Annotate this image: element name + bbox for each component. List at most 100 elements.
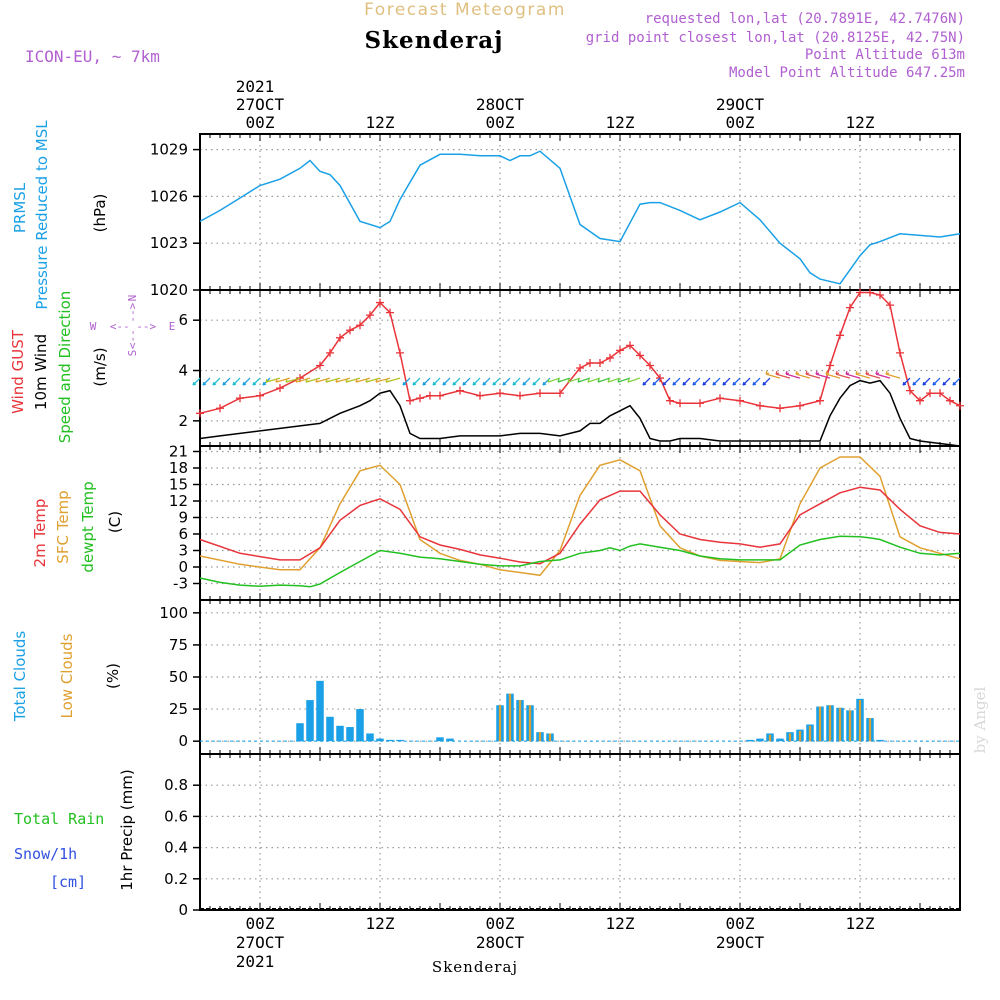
wind-arrow (742, 377, 751, 386)
compass-s: S (126, 350, 139, 357)
gust-marker (946, 396, 954, 405)
point-altitude: Point Altitude 613m (805, 47, 965, 63)
total-cloud-bar (296, 723, 304, 742)
wind-arrow (462, 377, 471, 386)
compass-n: N (126, 295, 139, 302)
ytick-label-temp: 15 (169, 476, 188, 494)
ytick-label-clouds: 0 (178, 732, 188, 750)
ytick-label-precip: 0.6 (164, 807, 188, 825)
prmsl-line (199, 150, 961, 285)
top-date-label: 27OCT (236, 95, 285, 114)
wind-arrow-head (462, 381, 467, 386)
wind-arrow (752, 377, 761, 386)
wind-arrow-head (672, 381, 677, 386)
wind-arrow (805, 373, 821, 379)
wind-arrow (865, 373, 881, 379)
low-cloud-bar (818, 706, 822, 742)
gust-marker (896, 348, 904, 357)
wind-arrow-head (762, 381, 767, 386)
wind-arrow (775, 373, 791, 379)
total-cloud-bar (776, 738, 784, 742)
ytick-label-temp: -3 (173, 575, 188, 593)
top-hour-label: 12Z (606, 113, 635, 132)
gust-marker (906, 386, 914, 395)
wind-arrow-head (785, 370, 790, 375)
wind-arrow-head (285, 378, 290, 383)
wind-arrow (472, 377, 481, 386)
wind-arrow-head (295, 378, 300, 383)
low-cloud-bar (498, 705, 502, 742)
wind-arrow (192, 377, 201, 386)
gust-marker (696, 399, 704, 408)
label-ms: (m/s) (91, 347, 109, 386)
total-cloud-bar (746, 739, 754, 742)
wind-arrow (702, 377, 711, 386)
gust-marker (536, 389, 544, 398)
gust-marker (316, 361, 324, 370)
ytick-label-temp: 9 (178, 509, 188, 527)
wind-arrow (825, 373, 841, 379)
gust-marker (476, 391, 484, 400)
wind-arrow-head (412, 381, 417, 386)
ytick-label-pressure: 1026 (150, 187, 188, 205)
wind-gust-line (199, 291, 961, 415)
gust-marker (796, 401, 804, 410)
wind-arrow (762, 377, 771, 386)
wind-arrow (795, 373, 811, 379)
wind-arrow (692, 377, 701, 386)
ytick-label-wind: 4 (178, 362, 188, 380)
ytick-label-clouds: 75 (169, 636, 188, 654)
wind-arrow (722, 377, 731, 386)
wind-arrow-head (855, 370, 860, 375)
panel-pressure: 1020 1023 1026 1029 (150, 133, 961, 299)
wind-arrow-head (482, 381, 487, 386)
wind-10m-line (199, 379, 961, 447)
wind-arrow (902, 377, 911, 386)
year-bottom: 2021 (236, 952, 275, 971)
low-cloud-bar (798, 730, 802, 742)
label-prmsl: PRMSL (11, 182, 29, 233)
gust-marker (426, 391, 434, 400)
total-cloud-bar (376, 738, 384, 742)
wind-arrow (845, 373, 861, 379)
low-cloud-bar (828, 705, 832, 742)
top-hour-labels: 00Z 12Z 00Z 12Z 00Z 12Z (246, 113, 875, 132)
total-cloud-bar (396, 739, 404, 742)
gust-marker (336, 333, 344, 342)
wind-arrow (672, 377, 681, 386)
wind-arrow-head (365, 378, 370, 383)
wind-arrow-head (432, 381, 437, 386)
frame-pressure (199, 133, 961, 291)
wind-arrow-head (835, 370, 840, 375)
label-cm: [cm] (50, 873, 86, 891)
wind-labels: Wind GUST 10m Wind Speed and Direction (… (9, 291, 175, 444)
label-wind-gust: Wind GUST (9, 329, 27, 414)
wind-arrow-head (805, 370, 810, 375)
wind-arrow-head (402, 381, 407, 386)
low-cloud-bar (848, 710, 852, 742)
total-cloud-bar (316, 680, 324, 742)
model-label: ICON-EU, ~ 7km (25, 47, 160, 66)
wind-arrow-head (845, 370, 850, 375)
wind-arrow-head (315, 378, 320, 383)
wind-arrow-head (212, 381, 217, 386)
wind-arrow (785, 373, 801, 379)
gust-marker (406, 396, 414, 405)
wind-arrow (765, 373, 781, 379)
gust-marker (856, 288, 864, 297)
wind-arrow (402, 377, 411, 386)
label-low-clouds: Low Clouds (58, 633, 76, 718)
low-cloud-bar (788, 733, 792, 742)
bottom-hour-label: 12Z (606, 914, 635, 933)
gust-marker (826, 361, 834, 370)
gust-marker (576, 364, 584, 372)
ytick-label-pressure: 1029 (150, 141, 188, 159)
wind-arrow-head (305, 378, 310, 383)
total-cloud-bar (346, 727, 354, 742)
low-cloud-bar (808, 725, 812, 742)
wind-arrow-head (765, 370, 770, 375)
gust-marker (606, 353, 614, 362)
wind-arrow-head (825, 370, 830, 375)
gust-marker (716, 394, 724, 403)
wind-arrow (232, 377, 241, 386)
